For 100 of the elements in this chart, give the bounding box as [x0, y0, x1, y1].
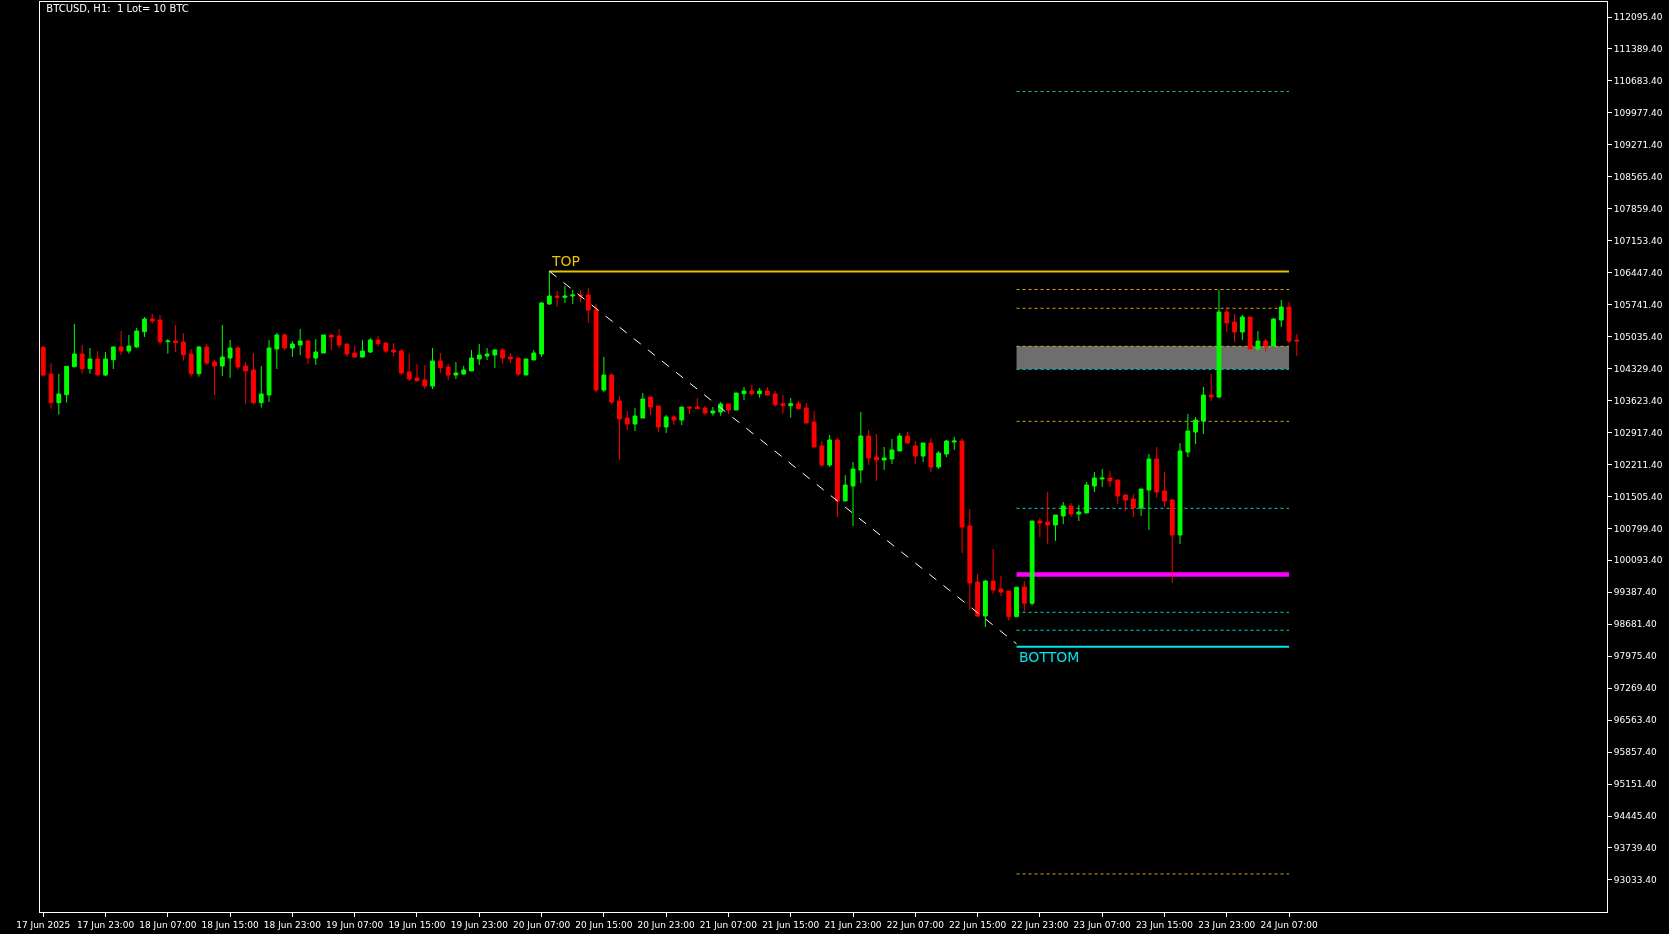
candlestick: [1021, 580, 1027, 613]
candlestick: [1068, 502, 1074, 518]
candlestick: [1045, 491, 1051, 545]
y-tick-label: 100799.40: [1613, 523, 1663, 534]
y-tick-label: 109977.40: [1613, 108, 1663, 119]
candlestick: [912, 440, 918, 465]
candlestick: [1177, 442, 1183, 545]
x-tick-label: 20 Jun 07:00: [512, 919, 571, 930]
candlestick: [842, 474, 848, 502]
candlestick: [687, 405, 692, 415]
candlestick: [780, 394, 786, 415]
candlestick: [367, 337, 373, 354]
candlestick: [648, 396, 653, 416]
candlestick: [1271, 317, 1276, 347]
candlestick: [1091, 471, 1097, 493]
candlestick: [554, 290, 560, 308]
candlestick: [204, 343, 210, 366]
x-tick-label: 23 Jun 23:00: [1198, 919, 1256, 930]
candlestick: [414, 363, 420, 383]
x-tick-label: 18 Jun 15:00: [201, 919, 259, 930]
candlestick: [64, 365, 70, 404]
candlestick: [1255, 330, 1261, 352]
annotation: BOTTOM: [1019, 649, 1080, 665]
candlestick: [1294, 333, 1300, 357]
candlestick: [928, 437, 934, 473]
candlestick: [1278, 299, 1284, 328]
candlestick: [445, 363, 451, 381]
candlestick: [624, 410, 630, 431]
candlestick: [733, 392, 739, 411]
candlestick: [391, 342, 397, 357]
chart-title: BTCUSD, H1: 1 Lot= 10 BTC: [46, 2, 189, 14]
candlestick: [297, 328, 303, 356]
y-tick-label: 97975.40: [1613, 651, 1658, 662]
y-tick-label: 108565.40: [1613, 171, 1663, 182]
candlestick: [1146, 453, 1152, 531]
candlestick: [796, 400, 801, 411]
candlestick: [1138, 488, 1144, 517]
candlestick: [1076, 504, 1082, 522]
y-tick-label: 93739.40: [1613, 843, 1658, 854]
candlestick: [990, 548, 996, 595]
candlestick: [149, 313, 155, 325]
candlestick: [710, 406, 716, 417]
candlestick: [951, 436, 957, 451]
candlestick: [219, 324, 225, 377]
x-tick-label: 18 Jun 07:00: [139, 919, 197, 930]
x-tick-label: 19 Jun 23:00: [450, 919, 509, 930]
candlestick: [959, 437, 965, 554]
candlestick: [655, 405, 661, 433]
candlestick: [79, 344, 85, 375]
candlestick: [266, 339, 272, 403]
x-tick-label: 21 Jun 07:00: [699, 919, 758, 930]
candlestick: [632, 407, 638, 432]
y-tick-label: 107153.40: [1613, 235, 1663, 246]
y-tick-label: 105035.40: [1613, 331, 1663, 342]
candlestick: [920, 442, 926, 463]
y-tick-label: 97269.40: [1613, 683, 1658, 694]
candlestick: [601, 356, 607, 393]
y-tick-label: 112095.40: [1613, 12, 1663, 23]
candlestick: [243, 361, 249, 405]
candlestick: [251, 352, 256, 406]
candlestick: [235, 345, 241, 370]
candlestick: [593, 303, 599, 393]
candlestick: [562, 285, 568, 304]
candlestick: [702, 405, 708, 417]
candlestick: [982, 579, 988, 628]
candlestick: [508, 352, 513, 364]
candlestick: [757, 387, 762, 399]
candlestick: [56, 373, 62, 416]
candlestick: [212, 359, 217, 396]
x-tick-label: 20 Jun 15:00: [575, 919, 633, 930]
candlestick: [1208, 373, 1214, 402]
candlestick: [87, 347, 93, 375]
candlestick: [819, 440, 825, 468]
x-tick-label: 18 Jun 23:00: [263, 919, 322, 930]
y-tick-label: 99387.40: [1613, 587, 1658, 598]
candlestick: [48, 362, 54, 410]
candlestick: [134, 327, 140, 349]
candlestick: [305, 339, 311, 365]
candlestick: [406, 353, 412, 382]
candlestick: [663, 414, 669, 434]
candlestick: [897, 432, 903, 452]
y-tick-label: 95857.40: [1613, 747, 1658, 758]
y-tick-label: 94445.40: [1613, 811, 1658, 822]
candlestick: [1247, 316, 1253, 351]
y-tick-label: 105741.40: [1613, 299, 1663, 310]
x-tick-label: 23 Jun 07:00: [1073, 919, 1132, 930]
candlestick: [617, 395, 622, 461]
candlestick: [772, 390, 778, 408]
candlestick: [858, 411, 864, 484]
candlestick: [1185, 413, 1191, 458]
candlestick: [274, 332, 280, 370]
candlestick: [313, 338, 319, 366]
y-tick-label: 110683.40: [1613, 76, 1663, 87]
y-tick-label: 102917.40: [1613, 427, 1663, 438]
candlestick: [282, 332, 288, 351]
candlestick: [936, 450, 942, 470]
candlestick: [905, 431, 910, 445]
candlestick: [126, 334, 132, 355]
y-tick-label: 100093.40: [1613, 555, 1663, 566]
candlestick: [173, 324, 179, 353]
